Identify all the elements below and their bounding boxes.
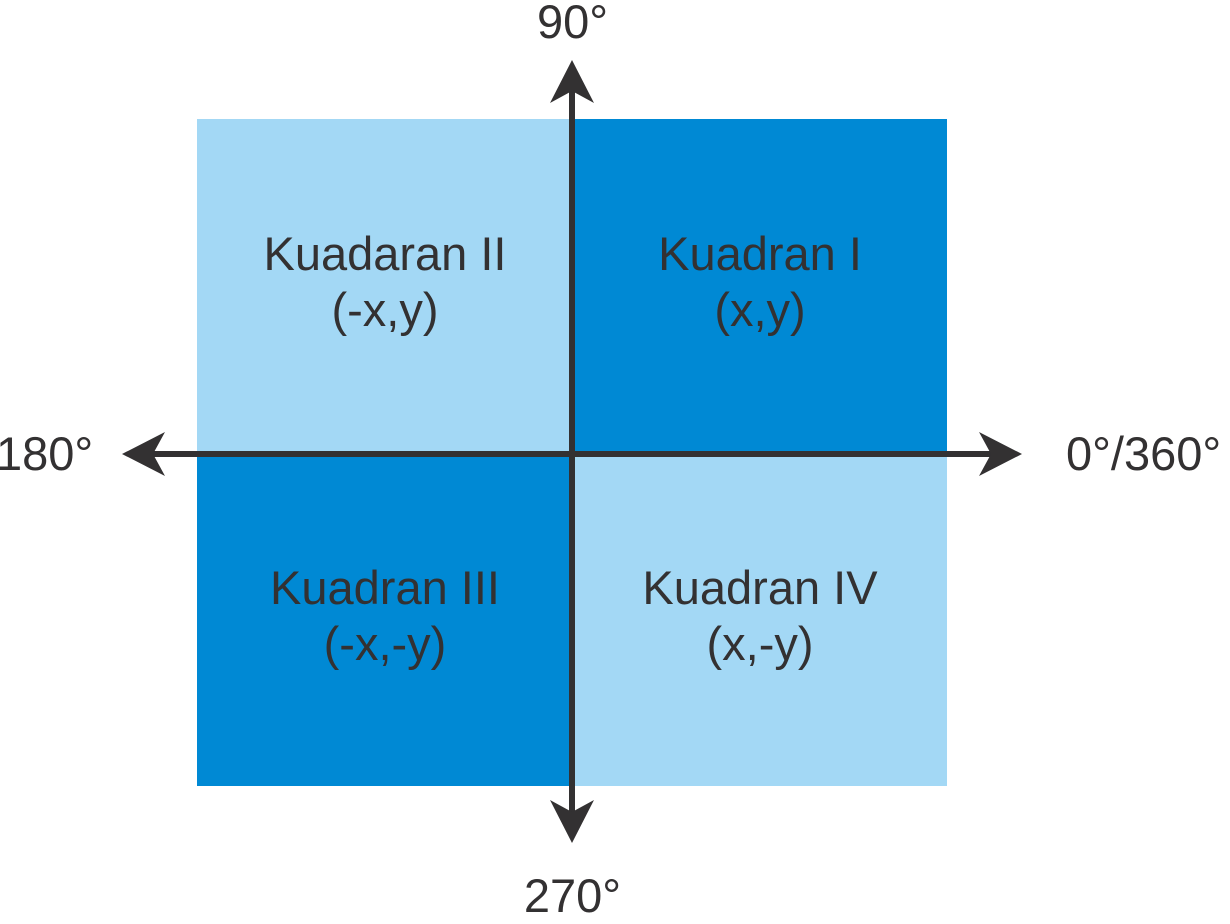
angle-label-270: 270° bbox=[523, 869, 622, 922]
arrow-left-icon bbox=[122, 432, 165, 476]
quadrant-2-region bbox=[197, 119, 572, 454]
quadrant-1-name: Kuadran I bbox=[658, 227, 862, 280]
quadrant-4-coords: (x,-y) bbox=[706, 617, 814, 670]
quadrant-3-label: Kuadran III (-x,-y) bbox=[175, 560, 595, 672]
quadrant-4-label: Kuadran IV (x,-y) bbox=[550, 560, 970, 672]
angle-label-90: 90° bbox=[536, 0, 609, 48]
arrow-down-icon bbox=[550, 800, 594, 843]
quadrant-3-name: Kuadran III bbox=[270, 561, 500, 614]
quadrant-2-coords: (-x,y) bbox=[331, 283, 439, 336]
quadrant-1-label: Kuadran I (x,y) bbox=[550, 226, 970, 338]
quadrant-2-label: Kuadaran II (-x,y) bbox=[175, 226, 595, 338]
arrow-right-icon bbox=[979, 432, 1022, 476]
angle-label-0-360: 0°/360° bbox=[1066, 427, 1222, 480]
quadrant-3-coords: (-x,-y) bbox=[323, 617, 447, 670]
quadrant-3-region bbox=[197, 454, 572, 786]
quadrant-2-name: Kuadaran II bbox=[263, 227, 507, 280]
arrow-up-icon bbox=[550, 60, 594, 103]
quadrant-1-region bbox=[572, 119, 947, 454]
angle-label-180: 180° bbox=[0, 427, 94, 480]
quadrant-4-name: Kuadran IV bbox=[642, 561, 878, 614]
quadrant-4-region bbox=[572, 454, 947, 786]
quadrant-1-coords: (x,y) bbox=[714, 283, 806, 336]
